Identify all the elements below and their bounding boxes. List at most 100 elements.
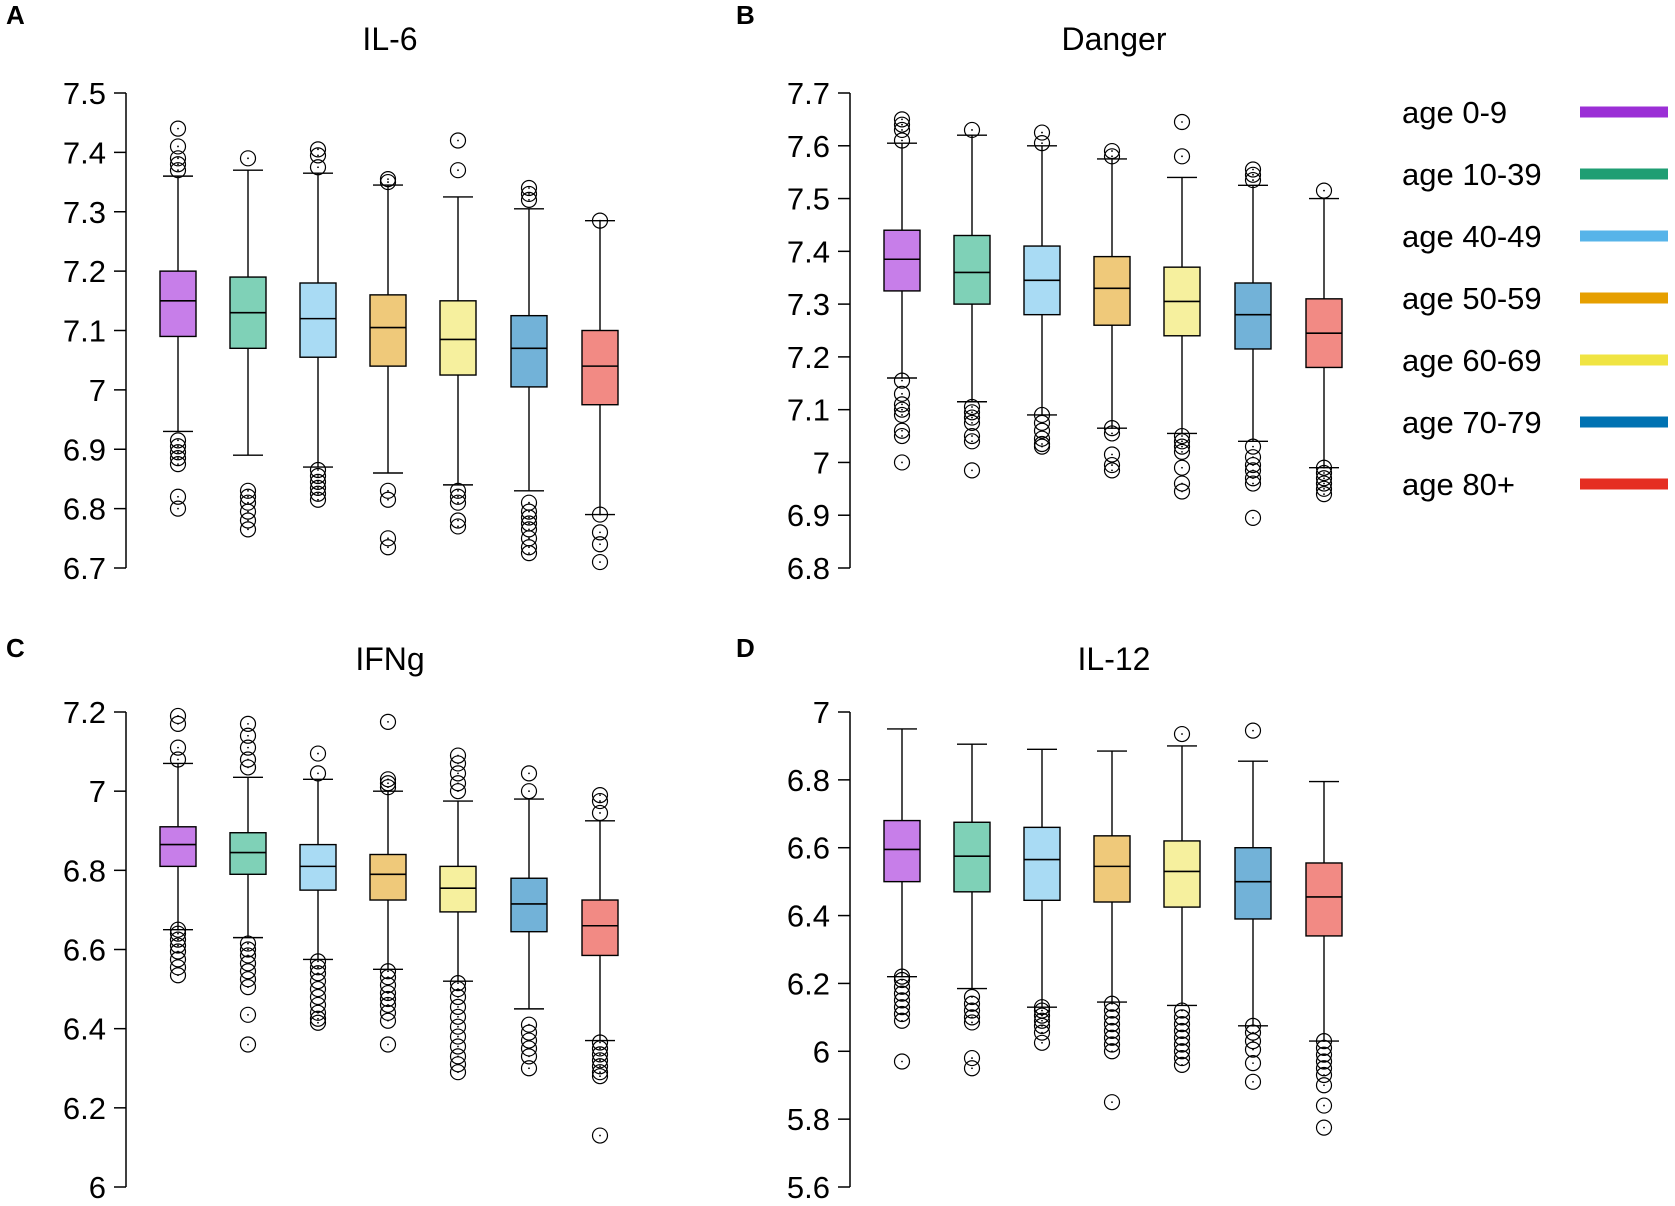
outlier-dot — [1323, 1126, 1325, 1129]
outlier-point — [379, 530, 397, 547]
outlier-dot — [1111, 469, 1113, 472]
iqr-box — [369, 853, 407, 901]
outlier-dot — [599, 1059, 601, 1062]
y-tick-label: 6.4 — [787, 899, 830, 934]
outlier-point — [893, 396, 911, 413]
outlier-point — [239, 488, 257, 505]
panel-c: C IFNg 6 6.2 6.4 6.6 6.8 7 7.2 — [6, 633, 619, 1205]
outlier-dot — [317, 148, 319, 151]
outlier-dot — [971, 1067, 973, 1070]
box-3 — [299, 141, 337, 508]
outlier-point — [309, 473, 327, 491]
y-tick-label: 7 — [89, 373, 106, 408]
outlier-point — [1244, 509, 1262, 526]
outlier-point — [963, 409, 981, 426]
outlier-point — [1103, 995, 1121, 1012]
outlier-dot — [1111, 1002, 1113, 1005]
iqr-box — [883, 229, 921, 292]
outlier-dot — [247, 948, 249, 951]
box-6 — [510, 179, 548, 562]
box-2 — [953, 121, 991, 479]
outlier-dot — [1252, 173, 1254, 176]
outlier-dot — [1323, 493, 1325, 496]
outlier-point — [169, 156, 187, 173]
outlier-point — [169, 444, 187, 461]
outlier-point — [963, 433, 981, 450]
outlier-point — [893, 372, 911, 389]
iqr-box — [439, 865, 477, 913]
outlier-point — [963, 414, 981, 431]
outlier-dot — [177, 463, 179, 465]
outlier-point — [1315, 464, 1333, 482]
legend-label: age 40-49 — [1402, 219, 1542, 254]
outlier-dot — [177, 451, 179, 454]
outlier-point — [309, 965, 327, 982]
y-tick-label: 6.9 — [63, 432, 106, 467]
iqr-box — [953, 234, 991, 305]
outlier-dot — [528, 198, 530, 201]
legend-item: age 80+ — [1402, 467, 1668, 502]
y-tick-label: 7.2 — [63, 695, 106, 730]
outlier-point — [169, 707, 187, 725]
outlier-point — [449, 765, 467, 782]
outlier-dot — [528, 528, 530, 531]
outlier-point — [449, 975, 467, 992]
outlier-point — [591, 1127, 609, 1144]
outlier-point — [591, 1058, 609, 1075]
box-2 — [953, 743, 991, 1077]
y-tick-label: 6.8 — [787, 763, 830, 798]
y-tick-label: 6.2 — [63, 1091, 106, 1126]
iqr-box — [510, 314, 548, 388]
outlier-point — [169, 937, 187, 954]
outlier-point — [309, 1014, 327, 1031]
outlier-point — [379, 963, 397, 980]
outlier-point — [169, 925, 187, 942]
outlier-dot — [247, 722, 249, 725]
outlier-dot — [247, 1013, 249, 1016]
outlier-point — [449, 494, 467, 511]
outlier-point — [1103, 425, 1121, 442]
outlier-dot — [971, 996, 973, 998]
outlier-point — [893, 401, 911, 418]
outlier-dot — [971, 406, 973, 408]
legend-item: age 0-9 — [1402, 95, 1668, 130]
box-6 — [1234, 161, 1272, 526]
outlier-dot — [1323, 472, 1325, 474]
outlier-dot — [528, 546, 530, 549]
y-tick-label: 7 — [89, 774, 106, 809]
box-1 — [159, 120, 197, 517]
outlier-point — [309, 485, 327, 502]
outlier-point — [520, 539, 538, 556]
outlier-dot — [387, 546, 389, 549]
outlier-dot — [177, 439, 179, 442]
outlier-dot — [1041, 142, 1043, 145]
iqr-box — [159, 270, 197, 338]
outlier-dot — [1181, 435, 1183, 437]
outlier-dot — [457, 754, 459, 757]
outlier-dot — [901, 414, 903, 416]
outlier-point — [591, 1068, 609, 1085]
outlier-dot — [177, 163, 179, 166]
y-tick-label: 6.7 — [63, 551, 106, 586]
legend-item: age 50-59 — [1402, 281, 1668, 316]
outlier-point — [239, 512, 257, 529]
outlier-point — [893, 132, 911, 149]
outlier-point — [309, 491, 327, 508]
outlier-dot — [1041, 1024, 1043, 1027]
y-tick-label: 6 — [89, 1170, 106, 1205]
outlier-dot — [177, 932, 179, 935]
outlier-point — [1103, 420, 1121, 437]
outlier-dot — [177, 145, 179, 148]
outlier-dot — [599, 1134, 601, 1137]
outlier-dot — [599, 1065, 601, 1068]
outlier-point — [1173, 475, 1191, 492]
outlier-dot — [387, 976, 389, 979]
outlier-dot — [528, 537, 530, 540]
outlier-point — [1315, 1033, 1333, 1050]
iqr-box — [229, 832, 267, 875]
outlier-dot — [901, 429, 903, 432]
outlier-dot — [901, 975, 903, 978]
outlier-dot — [528, 516, 530, 519]
y-tick-label: 6.4 — [63, 1012, 106, 1047]
box-4 — [1093, 750, 1131, 1111]
